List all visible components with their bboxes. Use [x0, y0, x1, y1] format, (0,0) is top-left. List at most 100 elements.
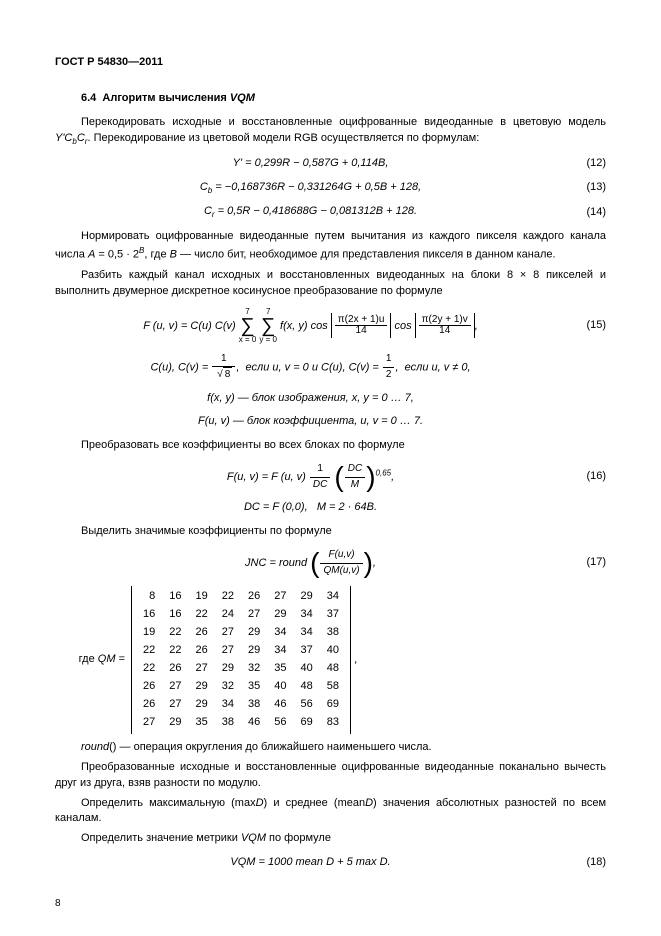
qm-cell: 8 — [136, 588, 162, 606]
formula-14-num: (14) — [566, 205, 606, 221]
para-6: round() — операция округления до ближайш… — [55, 740, 606, 756]
qm-cell: 29 — [162, 714, 188, 732]
qm-cell: 22 — [162, 624, 188, 642]
formula-18-body: VQM = 1000 mean D + 5 max D. — [55, 855, 566, 871]
qm-cell: 34 — [294, 606, 320, 624]
qm-cell: 46 — [241, 714, 267, 732]
qm-cell: 26 — [241, 588, 267, 606]
formula-15a-body: C(u), C(v) = 1√8, если u, v = 0 и C(u), … — [55, 352, 566, 383]
formula-13-num: (13) — [566, 180, 606, 196]
qm-cell: 56 — [294, 696, 320, 714]
formula-15b-body: f(x, y) — блок изображения, x, y = 0 … 7… — [55, 391, 566, 407]
formula-13-body: Cb = −0,168736R − 0,331264G + 0,5B + 128… — [55, 180, 566, 197]
qm-cell: 69 — [320, 696, 346, 714]
formula-15-num: (15) — [566, 318, 606, 334]
formula-13: Cb = −0,168736R − 0,331264G + 0,5B + 128… — [55, 180, 606, 197]
para-9: Определить значение метрики VQM по форму… — [55, 831, 606, 847]
qm-cell: 48 — [320, 660, 346, 678]
qm-cell: 83 — [320, 714, 346, 732]
qm-cell: 40 — [320, 642, 346, 660]
qm-cell: 40 — [267, 678, 293, 696]
qm-cell: 56 — [267, 714, 293, 732]
qm-cell: 38 — [320, 624, 346, 642]
section-name: Алгоритм вычисления VQM — [102, 92, 254, 104]
qm-cell: 35 — [267, 660, 293, 678]
qm-cell: 32 — [215, 678, 241, 696]
qm-tail: , — [354, 654, 357, 666]
qm-cell: 29 — [189, 678, 215, 696]
qm-cell: 46 — [267, 696, 293, 714]
qm-cell: 34 — [320, 588, 346, 606]
para-1: Перекодировать исходные и восстановленны… — [55, 115, 606, 148]
qm-cell: 27 — [136, 714, 162, 732]
formula-12-body: Y' = 0,299R − 0,587G + 0,114B, — [55, 156, 566, 172]
qm-cell: 22 — [162, 642, 188, 660]
formula-12: Y' = 0,299R − 0,587G + 0,114B, (12) — [55, 156, 606, 172]
qm-cell: 27 — [267, 588, 293, 606]
para-8: Определить максимальную (maxD) и среднее… — [55, 796, 606, 828]
standard-header: ГОСТ Р 54830—2011 — [55, 55, 606, 71]
qm-cell: 29 — [267, 606, 293, 624]
qm-cell: 27 — [241, 606, 267, 624]
qm-cell: 26 — [189, 642, 215, 660]
qm-cell: 19 — [136, 624, 162, 642]
qm-cell: 38 — [241, 696, 267, 714]
qm-cell: 26 — [136, 696, 162, 714]
para-7: Преобразованные исходные и восстановленн… — [55, 760, 606, 792]
qm-cell: 40 — [294, 660, 320, 678]
formula-16-num: (16) — [566, 469, 606, 485]
section-num: 6.4 — [81, 92, 96, 104]
formula-18: VQM = 1000 mean D + 5 max D. (18) — [55, 855, 606, 871]
qm-cell: 22 — [215, 588, 241, 606]
formula-15-body: F (u, v) = C(u) C(v) 7∑x = 0 7∑y = 0 f(x… — [55, 308, 566, 344]
formula-15b: f(x, y) — блок изображения, x, y = 0 … 7… — [55, 391, 606, 407]
qm-cell: 26 — [162, 660, 188, 678]
para-2: Нормировать оцифрованные видеоданные пут… — [55, 229, 606, 264]
qm-cell: 16 — [162, 588, 188, 606]
formula-15a: C(u), C(v) = 1√8, если u, v = 0 и C(u), … — [55, 352, 606, 383]
qm-matrix-row: где QM = 8161922262729341616222427293437… — [55, 586, 606, 734]
qm-cell: 35 — [241, 678, 267, 696]
formula-14-body: Cr = 0,5R − 0,418688G − 0,081312B + 128. — [55, 204, 566, 221]
page-number: 8 — [55, 897, 61, 912]
para-4: Преобразовать все коэффициенты во всех б… — [55, 438, 606, 454]
qm-cell: 32 — [241, 660, 267, 678]
qm-cell: 27 — [162, 678, 188, 696]
qm-cell: 27 — [215, 642, 241, 660]
section-title: 6.4 Алгоритм вычисления VQM — [55, 91, 606, 107]
formula-17: JNC = round (F(u,v)QM(u,v)), (17) — [55, 548, 606, 578]
qm-cell: 26 — [189, 624, 215, 642]
qm-matrix: 8161922262729341616222427293437192226272… — [131, 586, 357, 734]
formula-16: F(u, v) = F (u, v) 1DC (DCM)0,65, (16) — [55, 462, 606, 492]
qm-cell: 29 — [241, 642, 267, 660]
qm-cell: 69 — [294, 714, 320, 732]
qm-cell: 29 — [215, 660, 241, 678]
qm-cell: 27 — [215, 624, 241, 642]
qm-cell: 37 — [320, 606, 346, 624]
para-5: Выделить значимые коэффициенты по формул… — [55, 524, 606, 540]
formula-14: Cr = 0,5R − 0,418688G − 0,081312B + 128.… — [55, 204, 606, 221]
formula-18-num: (18) — [566, 855, 606, 871]
formula-17-body: JNC = round (F(u,v)QM(u,v)), — [55, 548, 566, 578]
qm-cell: 24 — [215, 606, 241, 624]
qm-cell: 16 — [136, 606, 162, 624]
qm-cell: 34 — [294, 624, 320, 642]
qm-cell: 29 — [189, 696, 215, 714]
qm-cell: 19 — [189, 588, 215, 606]
qm-cell: 34 — [267, 642, 293, 660]
qm-cell: 22 — [136, 660, 162, 678]
formula-16a-body: DC = F (0,0), M = 2 · 64B. — [55, 500, 566, 516]
qm-cell: 34 — [267, 624, 293, 642]
para-3: Разбить каждый канал исходных и восстано… — [55, 268, 606, 300]
qm-cell: 27 — [189, 660, 215, 678]
formula-12-num: (12) — [566, 156, 606, 172]
qm-cell: 35 — [189, 714, 215, 732]
qm-cell: 29 — [294, 588, 320, 606]
formula-17-num: (17) — [566, 555, 606, 571]
qm-cell: 37 — [294, 642, 320, 660]
qm-cell: 22 — [189, 606, 215, 624]
page: ГОСТ Р 54830—2011 6.4 Алгоритм вычислени… — [0, 0, 661, 936]
formula-16-body: F(u, v) = F (u, v) 1DC (DCM)0,65, — [55, 462, 566, 492]
qm-cell: 38 — [215, 714, 241, 732]
qm-cell: 16 — [162, 606, 188, 624]
